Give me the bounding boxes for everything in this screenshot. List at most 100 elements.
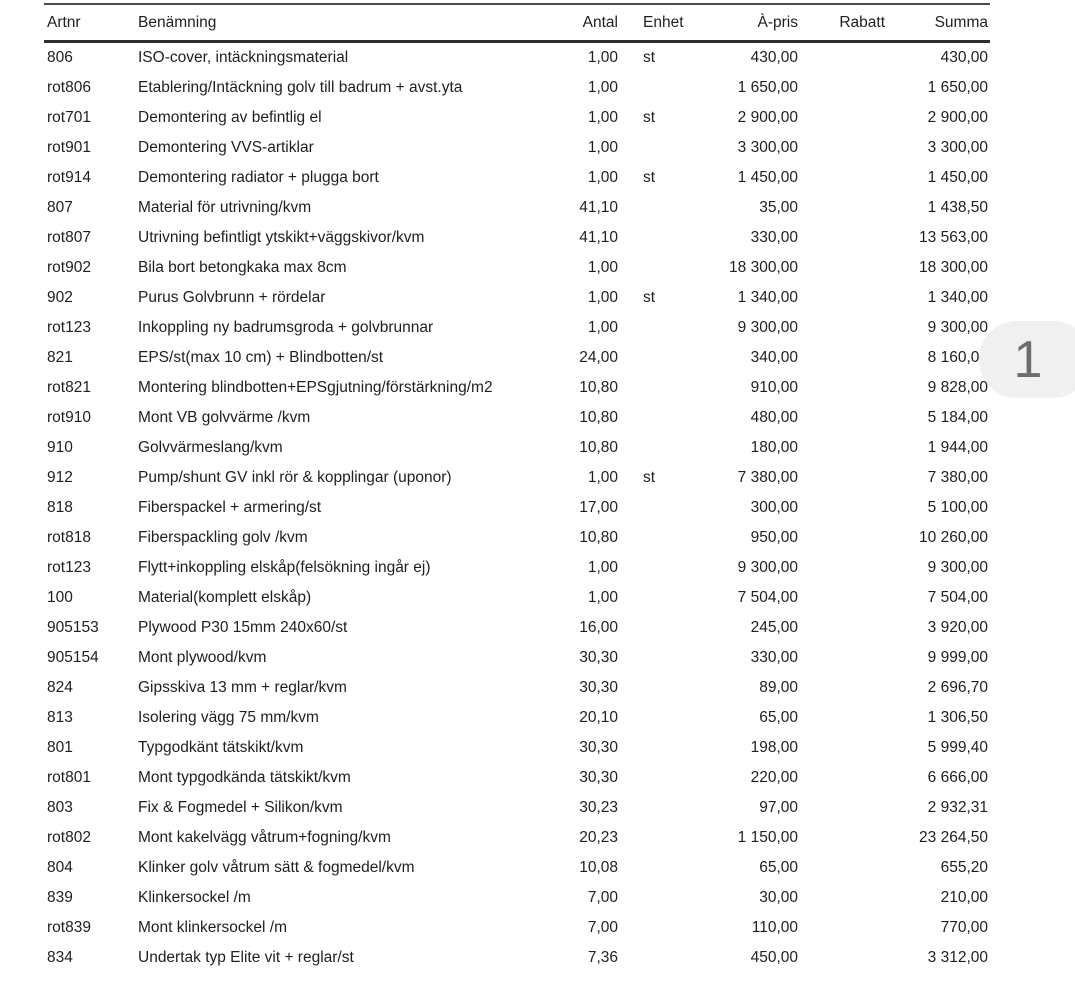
cell-artnr: 813 bbox=[47, 709, 73, 727]
cell-benamning: Klinker golv våtrum sätt & fogmedel/kvm bbox=[138, 859, 415, 877]
cell-benamning: Etablering/Intäckning golv till badrum +… bbox=[138, 79, 463, 97]
cell-benamning: Demontering VVS-artiklar bbox=[138, 139, 314, 157]
cell-apris: 9 300,00 bbox=[737, 319, 798, 337]
cell-apris: 7 380,00 bbox=[737, 469, 798, 487]
cell-artnr: 806 bbox=[47, 49, 73, 67]
cell-benamning: Mont klinkersockel /m bbox=[138, 919, 288, 937]
cell-apris: 2 900,00 bbox=[737, 109, 798, 127]
cell-antal: 30,30 bbox=[579, 739, 618, 757]
cell-antal: 1,00 bbox=[587, 559, 618, 577]
cell-benamning: Bila bort betongkaka max 8cm bbox=[138, 259, 347, 277]
cell-artnr: 905154 bbox=[47, 649, 99, 667]
cell-antal: 24,00 bbox=[579, 349, 618, 367]
cell-benamning: Fiberspackling golv /kvm bbox=[138, 529, 308, 547]
cell-summa: 430,00 bbox=[940, 49, 988, 67]
cell-antal: 10,80 bbox=[579, 529, 618, 547]
cell-apris: 300,00 bbox=[750, 499, 798, 517]
cell-apris: 3 300,00 bbox=[737, 139, 798, 157]
cell-apris: 30,00 bbox=[759, 889, 798, 907]
header-rabatt: Rabatt bbox=[839, 13, 885, 31]
table-row: 803 Fix & Fogmedel + Silikon/kvm 30,23 97,0… bbox=[44, 793, 990, 823]
cell-summa: 10 260,00 bbox=[919, 529, 988, 547]
cell-artnr: 902 bbox=[47, 289, 73, 307]
cell-summa: 9 300,00 bbox=[927, 559, 988, 577]
cell-summa: 9 300,00 bbox=[927, 319, 988, 337]
cell-summa: 2 696,70 bbox=[927, 679, 988, 697]
cell-benamning: Mont plywood/kvm bbox=[138, 649, 267, 667]
cell-antal: 20,23 bbox=[579, 829, 618, 847]
cell-artnr: rot807 bbox=[47, 229, 91, 247]
table-header: Artnr Benämning Antal Enhet À-pris Rabatt Summ… bbox=[44, 3, 990, 43]
table-row: 100 Material(komplett elskåp) 1,00 7 504,00… bbox=[44, 583, 990, 613]
cell-summa: 9 828,00 bbox=[927, 379, 988, 397]
cell-artnr: rot901 bbox=[47, 139, 91, 157]
cell-benamning: Purus Golvbrunn + rördelar bbox=[138, 289, 326, 307]
table-row: rot123 Inkoppling ny badrumsgroda + golvb… bbox=[44, 313, 990, 343]
cell-benamning: Flytt+inkoppling elskåp(felsökning ingår… bbox=[138, 559, 431, 577]
cell-apris: 950,00 bbox=[750, 529, 798, 547]
cell-apris: 9 300,00 bbox=[737, 559, 798, 577]
table-row: rot801 Mont typgodkända tätskikt/kvm 30,30… bbox=[44, 763, 990, 793]
cell-apris: 65,00 bbox=[759, 859, 798, 877]
table-body: 806 ISO-cover, intäckningsmaterial 1,00 st 4… bbox=[44, 43, 990, 973]
cell-artnr: rot914 bbox=[47, 169, 91, 187]
header-benamning: Benämning bbox=[138, 13, 217, 31]
cell-artnr: 910 bbox=[47, 439, 73, 457]
table-row: 902 Purus Golvbrunn + rördelar 1,00 st 1 340… bbox=[44, 283, 990, 313]
cell-antal: 1,00 bbox=[587, 319, 618, 337]
cell-antal: 41,10 bbox=[579, 229, 618, 247]
cell-apris: 1 340,00 bbox=[737, 289, 798, 307]
cell-benamning: Typgodkänt tätskikt/kvm bbox=[138, 739, 304, 757]
table-row: 818 Fiberspackel + armering/st 17,00 300,00… bbox=[44, 493, 990, 523]
cell-antal: 41,10 bbox=[579, 199, 618, 217]
cell-apris: 220,00 bbox=[750, 769, 798, 787]
cell-apris: 480,00 bbox=[750, 409, 798, 427]
cell-artnr: rot701 bbox=[47, 109, 91, 127]
cell-apris: 180,00 bbox=[750, 439, 798, 457]
cell-apris: 245,00 bbox=[750, 619, 798, 637]
cell-artnr: 100 bbox=[47, 589, 73, 607]
cell-summa: 8 160,00 bbox=[927, 349, 988, 367]
table-row: 821 EPS/st(max 10 cm) + Blindbotten/st 24,… bbox=[44, 343, 990, 373]
cell-artnr: 804 bbox=[47, 859, 73, 877]
table-row: rot806 Etablering/Intäckning golv till ba… bbox=[44, 73, 990, 103]
cell-artnr: rot910 bbox=[47, 409, 91, 427]
table-row: rot901 Demontering VVS-artiklar 1,00 3 300,… bbox=[44, 133, 990, 163]
table-row: 910 Golvvärmeslang/kvm 10,80 180,00 1 944,00 bbox=[44, 433, 990, 463]
cell-antal: 10,08 bbox=[579, 859, 618, 877]
cell-artnr: rot839 bbox=[47, 919, 91, 937]
cell-summa: 3 300,00 bbox=[927, 139, 988, 157]
cell-artnr: rot821 bbox=[47, 379, 91, 397]
cell-antal: 7,36 bbox=[587, 949, 618, 967]
cell-antal: 1,00 bbox=[587, 289, 618, 307]
cell-antal: 30,30 bbox=[579, 649, 618, 667]
table-row: rot123 Flytt+inkoppling elskåp(felsökning… bbox=[44, 553, 990, 583]
cell-antal: 20,10 bbox=[579, 709, 618, 727]
cell-apris: 18 300,00 bbox=[729, 259, 798, 277]
cell-apris: 35,00 bbox=[759, 199, 798, 217]
cell-artnr: rot806 bbox=[47, 79, 91, 97]
cell-summa: 1 306,50 bbox=[927, 709, 988, 727]
cell-apris: 1 650,00 bbox=[737, 79, 798, 97]
table-row: rot807 Utrivning befintligt ytskikt+väggs… bbox=[44, 223, 990, 253]
cell-benamning: Demontering av befintlig el bbox=[138, 109, 322, 127]
cell-benamning: EPS/st(max 10 cm) + Blindbotten/st bbox=[138, 349, 384, 367]
cell-benamning: Isolering vägg 75 mm/kvm bbox=[138, 709, 319, 727]
cell-summa: 1 340,00 bbox=[927, 289, 988, 307]
page-number: 1 bbox=[1013, 330, 1043, 389]
cell-antal: 7,00 bbox=[587, 889, 618, 907]
cell-antal: 10,80 bbox=[579, 379, 618, 397]
table-row: rot818 Fiberspackling golv /kvm 10,80 950,0… bbox=[44, 523, 990, 553]
cell-artnr: rot902 bbox=[47, 259, 91, 277]
header-apris: À-pris bbox=[757, 13, 798, 31]
cell-summa: 9 999,00 bbox=[927, 649, 988, 667]
header-enhet: Enhet bbox=[643, 13, 684, 31]
cell-apris: 97,00 bbox=[759, 799, 798, 817]
cell-apris: 198,00 bbox=[750, 739, 798, 757]
cell-apris: 340,00 bbox=[750, 349, 798, 367]
cell-benamning: Demontering radiator + plugga bort bbox=[138, 169, 379, 187]
cell-benamning: Inkoppling ny badrumsgroda + golvbrunnar bbox=[138, 319, 434, 337]
cell-summa: 6 666,00 bbox=[927, 769, 988, 787]
table-row: 905153 Plywood P30 15mm 240x60/st 16,00 245… bbox=[44, 613, 990, 643]
invoice-line-items-table: Artnr Benämning Antal Enhet À-pris Rabatt Summ… bbox=[44, 3, 990, 973]
